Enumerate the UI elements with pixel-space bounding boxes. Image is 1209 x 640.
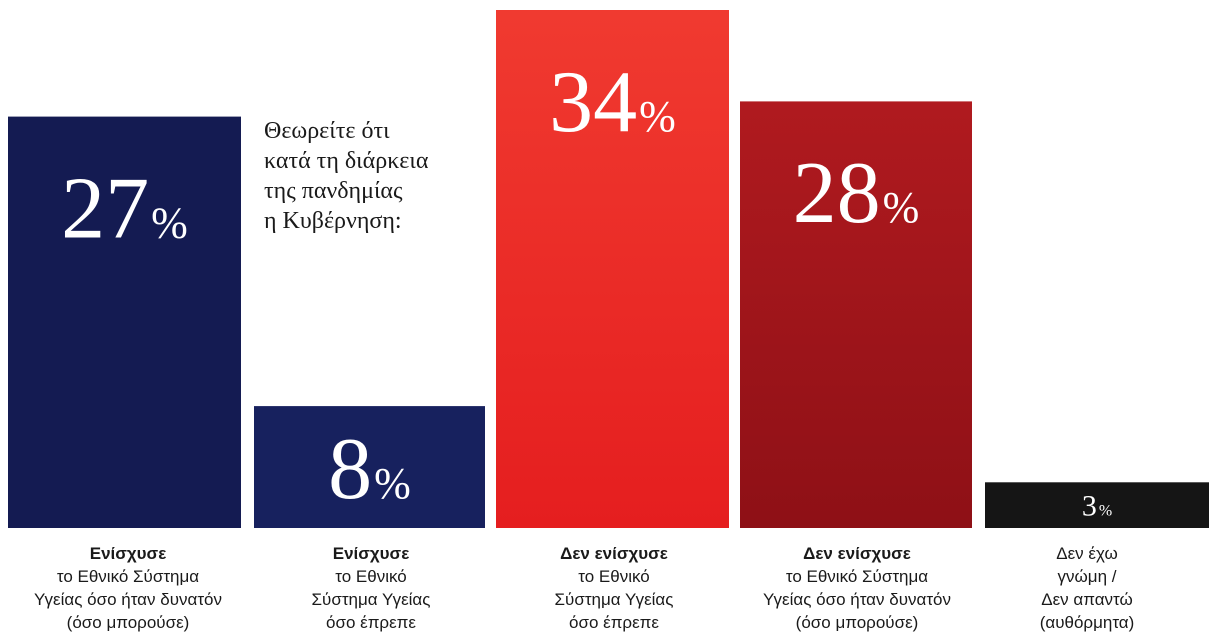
question-line: Θεωρείτε ότι <box>264 118 390 144</box>
bar-value-label: 28% <box>793 145 920 242</box>
category-label-line: Υγείας όσο ήταν δυνατόν <box>763 590 951 609</box>
chart-question: Θεωρείτε ότι κατά τη διάρκεια της πανδημ… <box>264 116 484 236</box>
category-label: Ενίσχυσε το Εθνικό Σύστημα Υγείας όσο έπ… <box>251 542 491 634</box>
bar <box>496 10 729 528</box>
bar-value-label: 34% <box>549 54 676 151</box>
category-label-bold: Ενίσχυσε <box>89 544 167 563</box>
category-label: Δεν έχω γνώμη / Δεν απαντώ (αυθόρμητα) <box>967 542 1207 634</box>
category-label-line: το Εθνικό <box>578 567 650 586</box>
category-label: Δεν ενίσχυσε το Εθνικό Σύστημα Υγείας όσ… <box>737 542 977 634</box>
bar <box>985 482 1209 528</box>
category-label: Ενίσχυσε το Εθνικό Σύστημα Υγείας όσο ήτ… <box>8 542 248 634</box>
category-label-line: Σύστημα Υγείας <box>311 590 431 609</box>
bar-value-label: 3% <box>1082 490 1112 523</box>
category-label-line: το Εθνικό Σύστημα <box>56 567 200 586</box>
category-label-line: (όσο μπορούσε) <box>66 613 190 632</box>
category-label-line: (αυθόρμητα) <box>1039 613 1135 632</box>
bar <box>8 116 241 528</box>
category-label: Δεν ενίσχυσε το Εθνικό Σύστημα Υγείας όσ… <box>494 542 734 634</box>
category-label-line: όσο έπρεπε <box>326 613 416 632</box>
category-label-bold: Ενίσχυσε <box>332 544 410 563</box>
question-line: της πανδημίας <box>264 178 403 204</box>
category-label-line: γνώμη / <box>1057 567 1117 586</box>
category-label-line: Σύστημα Υγείας <box>554 590 674 609</box>
category-label-line: όσο έπρεπε <box>569 613 659 632</box>
bar <box>254 406 485 528</box>
bar-value-label: 8% <box>328 421 411 518</box>
category-label-line: το Εθνικό Σύστημα <box>785 567 929 586</box>
category-label-line: Δεν έχω <box>1056 544 1118 563</box>
question-line: κατά τη διάρκεια <box>264 148 429 174</box>
bar-value-label: 27% <box>61 160 188 257</box>
category-label-bold: Δεν ενίσχυσε <box>560 544 668 563</box>
category-label-bold: Δεν ενίσχυσε <box>803 544 911 563</box>
category-label-line: Υγείας όσο ήταν δυνατόν <box>34 590 222 609</box>
category-label-line: Δεν απαντώ <box>1041 590 1133 609</box>
category-label-line: (όσο μπορούσε) <box>795 613 919 632</box>
question-line: η Κυβέρνηση: <box>264 208 402 234</box>
bar <box>740 101 972 529</box>
category-label-line: το Εθνικό <box>335 567 407 586</box>
